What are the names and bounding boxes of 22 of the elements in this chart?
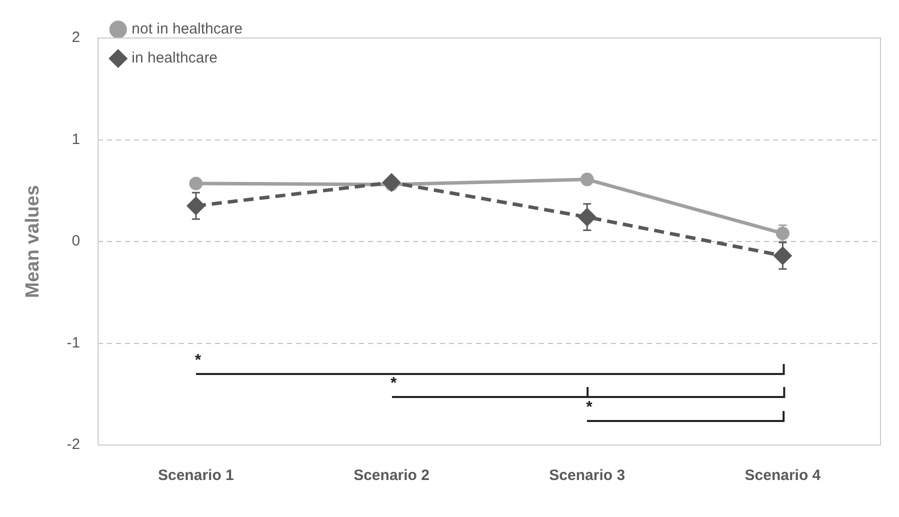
point <box>774 246 792 264</box>
y-tick-label: -2 <box>66 436 80 454</box>
point <box>187 197 205 215</box>
point <box>580 172 594 186</box>
annotation: * <box>390 375 397 392</box>
y-tick-label: 1 <box>72 130 80 148</box>
x-tick-label: Scenario 4 <box>744 467 822 484</box>
x-tick-label: Scenario 2 <box>354 467 430 484</box>
point <box>189 176 203 190</box>
annotation: * <box>194 352 202 369</box>
point <box>382 174 400 192</box>
y-tick-label: -1 <box>66 334 80 352</box>
x-tick-label: Scenario 3 <box>549 467 626 484</box>
y-tick-label: 2 <box>72 29 80 46</box>
annotation: * <box>586 398 592 416</box>
point <box>776 226 790 240</box>
legend-label: not in healthcare <box>132 20 243 38</box>
x-tick-label: Scenario 1 <box>158 467 234 484</box>
y-axis-title: Mean values <box>22 185 44 298</box>
y-tick-label: 0 <box>72 232 80 250</box>
point <box>578 208 596 226</box>
legend-label: in healthcare <box>132 50 218 67</box>
